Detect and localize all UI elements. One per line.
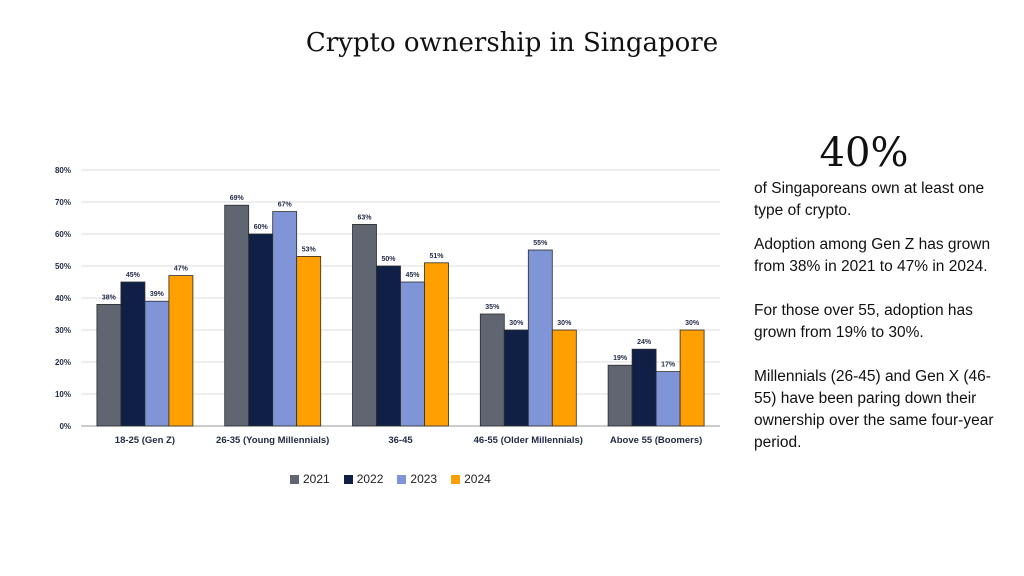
y-tick-label: 70%	[55, 198, 71, 207]
bar	[376, 265, 401, 427]
data-label: 60%	[254, 224, 269, 231]
data-label: 53%	[302, 246, 317, 253]
y-tick-label: 60%	[55, 230, 71, 239]
y-tick-label: 0%	[59, 422, 71, 431]
x-tick-label: 36-45	[388, 435, 413, 446]
data-label: 47%	[174, 266, 189, 273]
data-label: 55%	[533, 240, 548, 247]
data-label: 45%	[126, 272, 141, 279]
bar	[144, 300, 170, 427]
data-label: 30%	[557, 320, 572, 327]
y-tick-label: 20%	[55, 358, 71, 367]
legend-label-2022: 2022	[356, 472, 384, 486]
chart-legend: 2021 2022 2023 2024	[290, 472, 491, 486]
bar	[631, 348, 657, 427]
x-tick-label: Above 55 (Boomers)	[610, 435, 702, 446]
bar	[168, 275, 194, 427]
summary-paragraph-millennials-genx: Millennials (26-45) and Gen X (46-55) ha…	[754, 368, 994, 451]
summary-paragraph-over-55: For those over 55, adoption has grown fr…	[754, 302, 973, 341]
y-tick-label: 30%	[55, 326, 71, 335]
data-label: 45%	[405, 272, 420, 279]
bar	[527, 249, 553, 427]
legend-label-2023: 2023	[410, 472, 438, 486]
data-label: 35%	[485, 304, 500, 311]
data-label: 38%	[102, 294, 117, 301]
bar	[224, 204, 250, 427]
bar-chart: 0% 10% 20% 30% 40% 50% 60% 70% 80% 38% 45% 39% 47% 18…	[55, 166, 720, 446]
data-label: 17%	[661, 362, 676, 369]
summary-paragraph-gen-z: Adoption among Gen Z has grown from 38% …	[754, 236, 991, 275]
x-tick-label: 18-25 (Gen Z)	[115, 435, 175, 446]
data-label: 39%	[150, 291, 165, 298]
data-label: 30%	[685, 320, 700, 327]
data-label: 67%	[278, 202, 293, 209]
bar	[655, 371, 681, 427]
bar	[679, 329, 705, 427]
data-label: 24%	[637, 339, 652, 346]
headline-stat-caption: of Singaporeans own at least one type of…	[754, 180, 985, 219]
bar	[248, 233, 274, 427]
data-label: 30%	[509, 320, 524, 327]
bar	[424, 262, 449, 427]
bar	[272, 211, 298, 427]
x-tick-label: 46-55 (Older Millennials)	[474, 435, 583, 446]
y-tick-label: 40%	[55, 294, 71, 303]
data-label: 19%	[613, 355, 628, 362]
legend-swatch-2023	[397, 474, 407, 484]
headline-stat: 40%	[819, 130, 909, 176]
bar	[120, 281, 146, 427]
x-tick-label: 26-35 (Young Millennials)	[216, 435, 329, 446]
y-tick-label: 50%	[55, 262, 71, 271]
data-label: 50%	[381, 256, 396, 263]
page-title: Crypto ownership in Singapore	[305, 28, 719, 58]
bar	[479, 313, 505, 427]
legend-label-2021: 2021	[303, 472, 330, 486]
legend-label-2024: 2024	[464, 472, 491, 486]
legend-item-2021: 2021	[290, 472, 330, 486]
legend-item-2022: 2022	[343, 472, 384, 486]
bar	[551, 329, 577, 427]
bar	[607, 364, 633, 427]
bar	[96, 303, 122, 427]
data-label: 51%	[429, 253, 444, 260]
bar	[296, 256, 322, 427]
legend-swatch-2022	[343, 474, 353, 484]
data-label: 63%	[357, 214, 372, 221]
legend-swatch-2024	[451, 474, 461, 484]
bar	[503, 329, 529, 427]
summary-panel: 40% of Singaporeans own at least one typ…	[754, 130, 1004, 454]
y-tick-label: 10%	[55, 390, 71, 399]
y-tick-label: 80%	[55, 166, 71, 175]
legend-item-2024: 2024	[451, 472, 491, 486]
bar	[352, 224, 377, 427]
legend-swatch-2021	[290, 474, 299, 484]
legend-item-2023: 2023	[397, 472, 437, 486]
data-label: 69%	[230, 195, 245, 202]
bar	[400, 281, 425, 427]
